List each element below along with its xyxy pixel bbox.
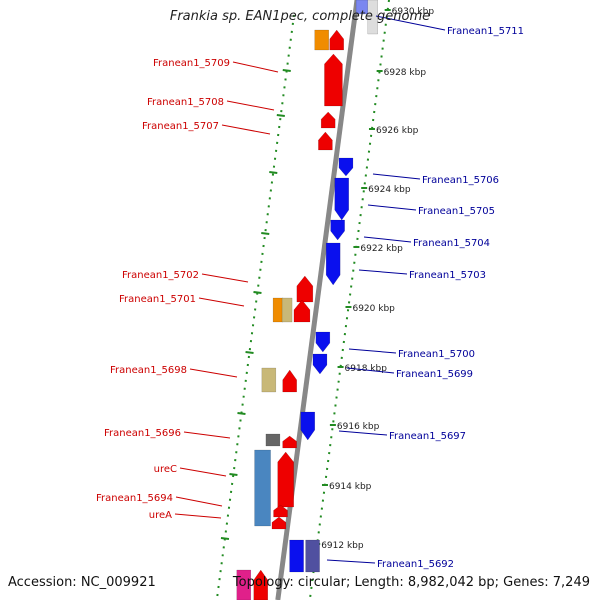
right-label-pointer [348,348,397,354]
gene-5709 [324,53,343,107]
left-gene-label: Franean1_5702 [122,270,199,281]
left-gene-label: Franean1_5707 [142,121,219,132]
kbp-tick-label: 6924 kbp [368,185,411,195]
right-gene-label: Franean1_5700 [398,349,475,360]
kbp-tick-label: 6922 kbp [360,244,403,254]
gene-5694 [273,504,288,518]
left-label-pointer [201,273,249,283]
right-label-pointer [346,367,395,374]
right-label-pointer [338,430,388,436]
kbp-tick-label: 6930 kbp [392,7,435,17]
gene-5699 [312,353,328,375]
left-border-tick [269,171,278,174]
left-label-pointer [183,431,231,439]
gene-5698 [261,367,277,393]
left-border-tick [220,537,230,540]
map-title: Frankia sp. EAN1pec, complete genome [169,9,431,24]
gene-5703 [325,242,341,286]
gene-5696 [265,433,281,447]
gene-orange-top [314,29,329,51]
gene-red-5696 [282,435,297,449]
gene-5704 [330,219,345,241]
right-border-line [308,0,390,601]
left-label-pointer [179,467,227,477]
kbp-tick-label: 6912 kbp [321,541,364,551]
accession-text: Accession: NC_009921 [8,575,156,590]
left-label-pointer [175,496,223,507]
left-gene-label: Franean1_5698 [110,365,187,376]
left-gene-label: ureC [154,464,177,475]
gene-5700 [315,331,331,353]
left-label-pointer [232,61,279,73]
right-gene-label: Franean1_5706 [422,175,499,186]
right-gene-label: Franean1_5699 [396,369,473,380]
left-gene-label: Franean1_5696 [104,428,181,439]
gene-5701 [293,299,311,323]
left-border-tick [276,114,285,117]
left-gene-label: Franean1_5708 [147,97,224,108]
gene-5708 [320,111,336,129]
gene-5692b [305,539,320,573]
right-label-pointer [326,559,376,564]
gene-5692 [289,539,304,573]
kbp-tick-label: 6918 kbp [345,364,388,374]
right-gene-label: Franean1_5705 [418,206,495,217]
right-label-pointer [358,269,408,275]
right-gene-label: Franean1_5711 [447,26,524,37]
gene-red-5698 [282,369,297,393]
right-gene-label: Franean1_5692 [377,559,454,570]
left-border-tick [229,473,238,476]
right-gene-label: Franean1_5703 [409,270,486,281]
right-label-pointer [372,173,421,180]
right-label-pointer [367,204,417,211]
left-gene-label: Franean1_5709 [153,58,230,69]
right-gene-label: Franean1_5704 [413,238,490,249]
left-border-tick [282,69,291,72]
left-label-pointer [226,100,275,111]
right-gene-label: Franean1_5697 [389,431,466,442]
left-gene-label: Franean1_5701 [119,294,196,305]
kbp-tick-label: 6916 kbp [337,422,380,432]
kbp-tick-label: 6914 kbp [329,482,372,492]
gene-5697 [300,411,316,441]
left-gene-label: Franean1_5694 [96,493,173,504]
gene-5711-pale [367,0,379,35]
gene-5702 [296,275,314,303]
gene-red-top [329,29,344,51]
left-border-tick [261,232,270,235]
kbp-tick-label: 6928 kbp [384,68,427,78]
gene-red-ureC [277,451,294,508]
left-label-pointer [174,513,222,519]
right-label-pointer [363,236,412,243]
topology-text: Topology: circular; Length: 8,982,042 bp… [232,575,590,590]
right-label-pointer [375,15,446,31]
left-label-pointer [189,368,238,378]
left-border-tick [245,351,254,354]
left-border-tick [237,412,246,415]
left-border-tick [253,291,262,294]
kbp-tick-label: 6920 kbp [352,304,395,314]
left-label-pointer [198,297,245,307]
gene-tan-5701 [281,297,293,323]
gene-5706 [338,157,354,177]
kbp-tick-label: 6926 kbp [376,126,419,136]
gene-5707 [318,131,333,151]
gene-5705 [334,177,349,221]
left-gene-label: ureA [149,510,172,521]
gene-ureC [254,449,271,527]
gene-orange-5701 [272,297,284,323]
left-label-pointer [221,124,271,135]
gene-ureA [271,516,287,530]
